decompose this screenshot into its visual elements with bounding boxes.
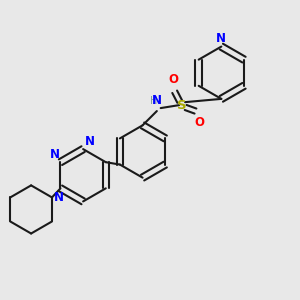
Text: O: O <box>168 73 178 86</box>
Text: N: N <box>152 94 162 107</box>
Text: H: H <box>150 96 157 106</box>
Text: N: N <box>50 148 60 161</box>
Text: N: N <box>216 32 226 45</box>
Text: S: S <box>177 99 187 112</box>
Text: N: N <box>53 191 63 204</box>
Text: N: N <box>85 135 94 148</box>
Text: O: O <box>194 116 204 129</box>
